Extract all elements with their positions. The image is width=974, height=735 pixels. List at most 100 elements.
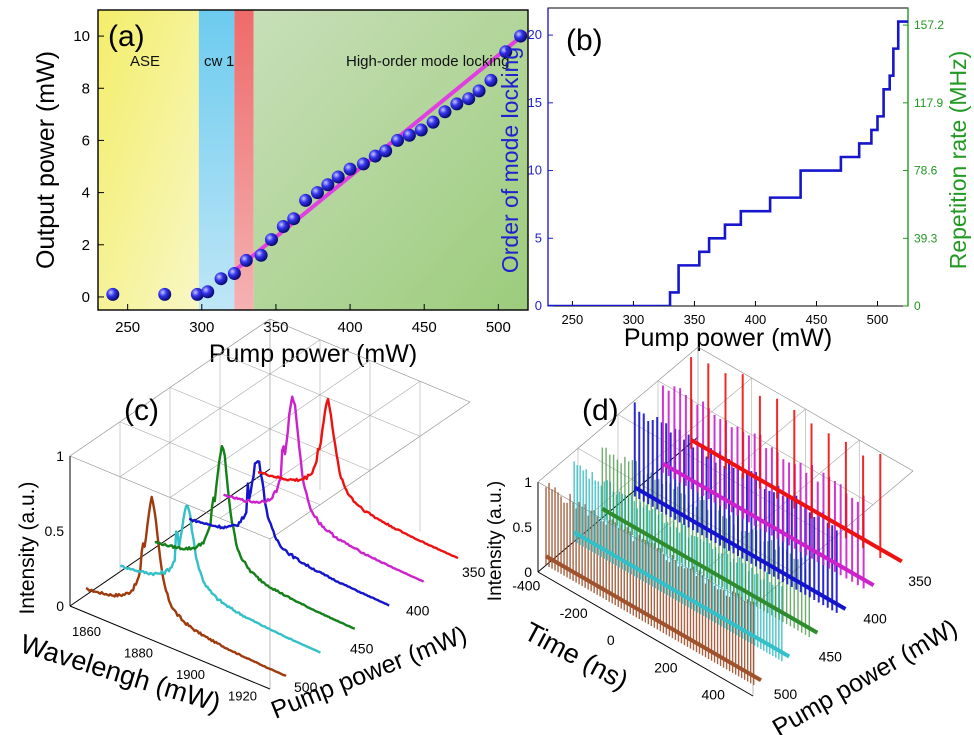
panel-a-data-point bbox=[450, 97, 464, 111]
panel-a-y-tick-label: 0 bbox=[82, 289, 90, 306]
panel-a-region-2 bbox=[234, 10, 254, 310]
panel-b-step-line bbox=[548, 20, 908, 306]
panel-a-y-tick-label: 6 bbox=[82, 132, 90, 149]
panel-a-region-label-0: ASE bbox=[130, 53, 160, 70]
panel-b-right-tick-label: 117.9 bbox=[914, 96, 943, 110]
panel-c-y-tick-label: 0 bbox=[56, 598, 64, 614]
panel-c-axis-line bbox=[69, 605, 271, 690]
panel-a-data-point bbox=[264, 233, 278, 247]
panel-b-y-axis-label-left: Order of mode locking bbox=[497, 47, 523, 273]
panel-c-spectrum-line bbox=[257, 397, 459, 560]
panel-d-label: (d) bbox=[582, 394, 619, 427]
panel-b-x-axis-label: Pump power (mW) bbox=[624, 324, 832, 352]
panel-a-label: (a) bbox=[108, 20, 145, 53]
panel-b-right-tick-label: 0 bbox=[914, 299, 921, 313]
panel-a-region-label-3: High-order mode locking bbox=[346, 53, 509, 70]
panel-a-data-point bbox=[462, 92, 476, 106]
panel-d-y-tick-label: 0.5 bbox=[513, 519, 533, 535]
panel-d-z-tick-label: 400 bbox=[863, 611, 887, 627]
panel-a-x-tick-label: 450 bbox=[412, 319, 437, 336]
panel-d-baseline bbox=[661, 461, 875, 587]
panel-b-x-tick-label: 450 bbox=[806, 312, 828, 327]
panel-d-x-tick-label: 0 bbox=[607, 632, 615, 648]
panel-b-left-tick-label: 5 bbox=[535, 230, 542, 245]
panel-c-x-tick-label: 1880 bbox=[124, 646, 153, 661]
panel-a-data-point bbox=[331, 170, 345, 184]
panel-c-chart: 1860 1880 1900 1920 0 0.5 1 500 450 400 350 (c) In… bbox=[16, 318, 486, 725]
panel-a-data-point bbox=[368, 149, 382, 163]
panel-a-data-point bbox=[356, 157, 370, 171]
panel-b-right-tick-label: 157.2 bbox=[914, 18, 944, 32]
panel-d-z-tick-label: 350 bbox=[908, 573, 932, 589]
panel-b-right-tick-label: 39.3 bbox=[914, 231, 938, 245]
panel-a-data-point bbox=[343, 162, 357, 176]
panel-d-x-tick-label: 400 bbox=[702, 687, 726, 703]
panel-a-data-point bbox=[321, 178, 335, 192]
panel-d-chart: -400 -200 0 200 400 0 0.5 1 500 450 400 350 (d) Int… bbox=[485, 346, 962, 735]
panel-a-x-tick-label: 300 bbox=[189, 319, 214, 336]
panel-b-x-tick-label: 350 bbox=[684, 312, 706, 327]
panel-a-data-point bbox=[499, 45, 513, 59]
panel-d-x-tick-label: -200 bbox=[560, 605, 588, 621]
panel-a-region-3 bbox=[253, 10, 528, 310]
panel-b-x-tick-label: 300 bbox=[623, 312, 645, 327]
panel-a-data-point bbox=[106, 287, 120, 301]
panel-c-z-tick-label: 350 bbox=[462, 564, 486, 580]
panel-c-grid-line bbox=[219, 352, 421, 437]
panel-b-x-tick-label: 500 bbox=[867, 312, 889, 327]
panel-a-region-label-2: 1 bbox=[226, 53, 234, 70]
panel-b-chart: 250 300 350 400 450 500 0 5 10 15 20 0 39.3 78.6 117.9… bbox=[497, 7, 971, 352]
panel-b-right-tick-label: 78.6 bbox=[914, 164, 938, 178]
panel-c-z-tick-label: 500 bbox=[294, 679, 318, 695]
panel-a-y-tick-label: 10 bbox=[73, 28, 90, 45]
panel-c-y-axis-label: Intensity (a.u.) bbox=[16, 481, 39, 614]
panel-b-label: (b) bbox=[566, 24, 603, 57]
panel-a-data-point bbox=[239, 253, 253, 267]
panel-c-spectrum-line bbox=[188, 460, 390, 607]
panel-d-baseline bbox=[545, 554, 762, 682]
panel-a-data-point bbox=[158, 287, 172, 301]
panel-b-left-tick-label: 0 bbox=[535, 298, 542, 313]
panel-c-spectrum-line bbox=[119, 504, 321, 654]
panel-a-data-point bbox=[484, 73, 498, 87]
panel-d-axis-line bbox=[537, 571, 754, 697]
panel-a-data-point bbox=[299, 193, 313, 207]
panel-a-x-tick-label: 400 bbox=[338, 319, 363, 336]
panel-a-data-point bbox=[254, 248, 268, 262]
panel-a-plot-frame bbox=[97, 9, 529, 311]
panel-a-data-point bbox=[426, 115, 440, 129]
panel-d-y-tick-label: 1 bbox=[524, 474, 532, 490]
panel-a-region-0 bbox=[98, 10, 199, 310]
panel-b-x-tick-label: 400 bbox=[745, 312, 767, 327]
panel-c-z-tick-label: 450 bbox=[350, 641, 374, 657]
panel-b-left-tick-label: 15 bbox=[528, 95, 542, 110]
panel-a-region-1 bbox=[198, 10, 235, 310]
panel-d-x-tick-label: 200 bbox=[654, 659, 678, 675]
panel-a-data-point bbox=[310, 186, 324, 200]
panel-a-data-point bbox=[472, 84, 486, 98]
panel-b-y-axis-label-right: Repetition rate (MHz) bbox=[945, 51, 971, 270]
panel-a-data-point bbox=[214, 272, 228, 286]
panel-a-x-tick-label: 500 bbox=[486, 319, 511, 336]
panel-a-data-point bbox=[514, 29, 528, 43]
panel-a-data-point bbox=[190, 287, 204, 301]
panel-c-x-tick-label: 1900 bbox=[176, 667, 205, 682]
panel-a-y-tick-label: 2 bbox=[82, 237, 90, 254]
panel-b-left-tick-label: 10 bbox=[528, 163, 542, 178]
panel-d-grid-line bbox=[657, 380, 874, 506]
panel-c-x-tick-label: 1860 bbox=[72, 624, 101, 639]
panel-a-x-tick-label: 250 bbox=[115, 319, 140, 336]
panel-d-baseline bbox=[601, 506, 819, 635]
panel-a-y-tick-label: 4 bbox=[82, 185, 90, 202]
panel-d-x-axis-label: Time (ns) bbox=[519, 616, 633, 696]
panel-a-data-point bbox=[201, 285, 215, 299]
panel-d-baseline bbox=[633, 485, 847, 611]
panel-a-data-point bbox=[391, 133, 405, 147]
panel-a-x-tick-label: 350 bbox=[263, 319, 288, 336]
panel-d-baseline bbox=[573, 530, 791, 659]
panel-a-y-axis-label: Output power (mW) bbox=[32, 51, 60, 269]
panel-a-data-point bbox=[379, 144, 393, 158]
panel-d-z-tick-label: 450 bbox=[819, 648, 843, 664]
